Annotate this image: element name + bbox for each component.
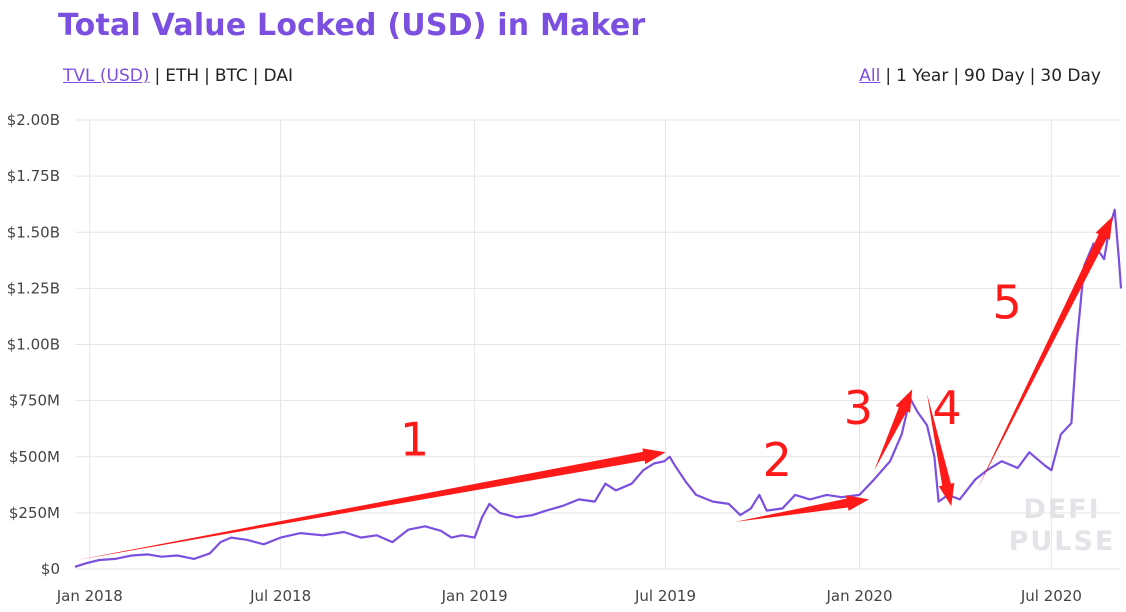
annotation-label-2: 2 xyxy=(763,433,792,487)
range-option-30-day[interactable]: 30 Day xyxy=(1040,66,1101,86)
range-selector: All | 1 Year | 90 Day | 30 Day xyxy=(859,66,1101,86)
separator: | xyxy=(154,66,161,86)
annotation-arrow-2 xyxy=(735,495,869,522)
y-tick-label: $1.00B xyxy=(7,336,60,354)
y-tick-label: $1.75B xyxy=(7,167,60,185)
tvl-series-line xyxy=(74,208,1123,568)
metric-option-tvl-usd[interactable]: TVL (USD) xyxy=(63,66,150,86)
y-tick-label: $2.00B xyxy=(7,111,60,129)
x-tick-label: Jul 2018 xyxy=(249,587,311,605)
metric-selector: TVL (USD) | ETH | BTC | DAI xyxy=(63,66,293,86)
annotation-label-5: 5 xyxy=(992,276,1021,330)
y-tick-label: $1.50B xyxy=(7,223,60,241)
x-tick-label: Jul 2019 xyxy=(634,587,696,605)
separator: | xyxy=(204,66,210,86)
metric-option-eth[interactable]: ETH xyxy=(165,66,200,86)
watermark-text: PULSE xyxy=(1009,526,1116,557)
range-option-1-year[interactable]: 1 Year xyxy=(896,66,949,86)
y-tick-label: $500M xyxy=(9,448,60,466)
annotation-label-3: 3 xyxy=(844,381,873,435)
separator: | xyxy=(252,66,259,86)
separator: | xyxy=(1029,66,1036,86)
annotation-arrow-3 xyxy=(874,389,913,471)
range-option-all[interactable]: All xyxy=(859,66,881,86)
separator: | xyxy=(953,66,960,86)
chart-title: Total Value Locked (USD) in Maker xyxy=(58,8,646,43)
x-tick-label: Jul 2020 xyxy=(1020,587,1082,605)
annotation-label-1: 1 xyxy=(400,413,429,467)
y-tick-label: $750M xyxy=(9,392,60,410)
metric-option-dai[interactable]: DAI xyxy=(263,66,293,86)
watermark-text: DEFI xyxy=(1023,494,1100,525)
x-tick-label: Jan 2020 xyxy=(825,587,892,605)
range-option-90-day[interactable]: 90 Day xyxy=(964,66,1025,86)
annotation-arrow-4 xyxy=(927,393,955,507)
annotation-label-4: 4 xyxy=(932,381,961,435)
y-tick-label: $250M xyxy=(9,504,60,522)
metric-option-btc[interactable]: BTC xyxy=(214,66,248,86)
y-tick-label: $1.25B xyxy=(7,279,60,297)
separator: | xyxy=(885,66,892,86)
x-tick-label: Jan 2018 xyxy=(56,587,123,605)
annotation-arrow-5 xyxy=(977,216,1113,489)
annotation-arrow-1 xyxy=(77,448,666,560)
x-tick-label: Jan 2019 xyxy=(441,587,508,605)
y-tick-label: $0 xyxy=(41,560,60,578)
